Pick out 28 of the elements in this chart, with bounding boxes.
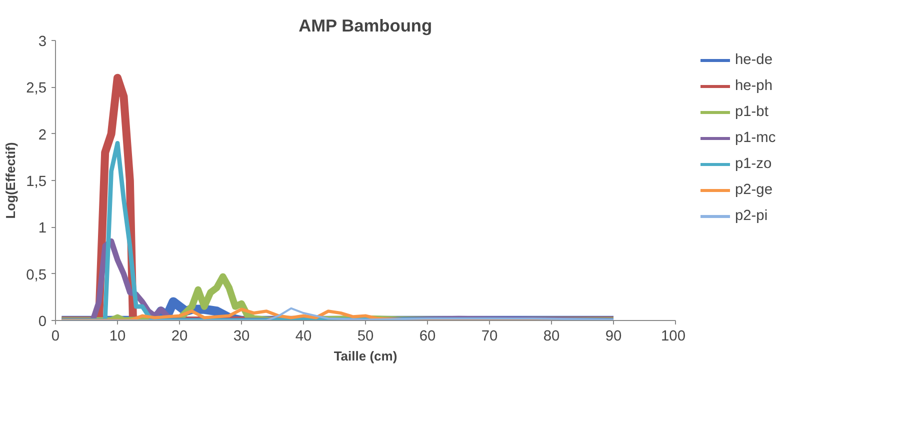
x-tick-label: 100 — [661, 328, 686, 344]
x-tick-label: 70 — [481, 328, 498, 344]
x-tick-label: 20 — [171, 328, 188, 344]
legend-label: p2-pi — [735, 208, 768, 224]
y-tick-label: 0 — [38, 314, 47, 330]
x-tick-label: 80 — [543, 328, 560, 344]
x-axis-title: Taille (cm) — [334, 348, 398, 364]
legend-label: p1-bt — [735, 104, 768, 120]
legend-label: he-de — [735, 52, 772, 68]
y-tick-label: 0,5 — [26, 267, 46, 284]
x-tick-label: 40 — [295, 328, 312, 344]
y-tick-label: 2 — [38, 127, 47, 144]
y-tick-label: 3 — [38, 34, 47, 50]
x-tick-label: 60 — [419, 328, 436, 344]
y-axis-title: Log(Effectif) — [3, 142, 18, 219]
x-tick-label: 50 — [357, 328, 374, 344]
legend-label: p1-mc — [735, 130, 776, 146]
x-tick-label: 90 — [605, 328, 622, 344]
x-tick-label: 10 — [109, 328, 126, 344]
y-tick-label: 1 — [38, 220, 47, 237]
x-tick-label: 30 — [233, 328, 250, 344]
y-tick-label: 1,5 — [26, 174, 46, 190]
legend-label: he-ph — [735, 78, 772, 94]
legend-label: p2-ge — [735, 182, 772, 198]
y-tick-label: 2,5 — [26, 80, 46, 97]
chart-title: AMP Bamboung — [298, 16, 432, 36]
x-tick-label: 0 — [51, 328, 60, 344]
legend-label: p1-zo — [735, 156, 772, 172]
